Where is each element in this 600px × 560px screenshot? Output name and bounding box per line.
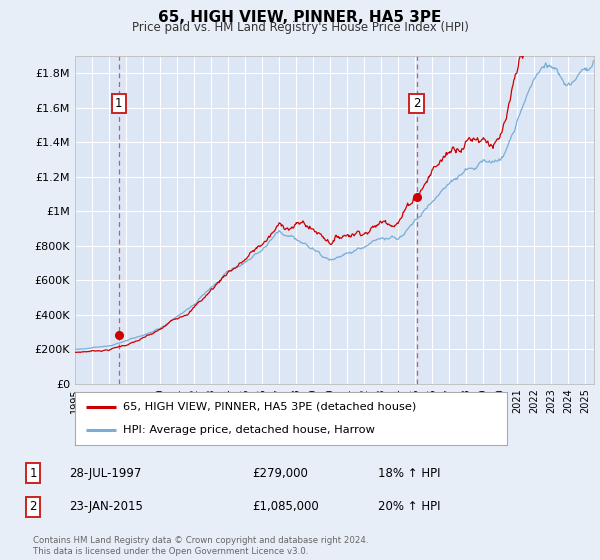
Text: 2: 2 [29,500,37,514]
Text: 2: 2 [413,97,420,110]
Text: 1: 1 [115,97,122,110]
Text: Price paid vs. HM Land Registry's House Price Index (HPI): Price paid vs. HM Land Registry's House … [131,21,469,34]
Text: 1: 1 [29,466,37,480]
Text: Contains HM Land Registry data © Crown copyright and database right 2024.
This d: Contains HM Land Registry data © Crown c… [33,536,368,556]
Text: 28-JUL-1997: 28-JUL-1997 [69,466,142,480]
Text: £1,085,000: £1,085,000 [252,500,319,514]
Text: 23-JAN-2015: 23-JAN-2015 [69,500,143,514]
Text: 65, HIGH VIEW, PINNER, HA5 3PE (detached house): 65, HIGH VIEW, PINNER, HA5 3PE (detached… [122,402,416,412]
Text: 20% ↑ HPI: 20% ↑ HPI [378,500,440,514]
Text: £279,000: £279,000 [252,466,308,480]
Text: 65, HIGH VIEW, PINNER, HA5 3PE: 65, HIGH VIEW, PINNER, HA5 3PE [158,10,442,25]
Text: 18% ↑ HPI: 18% ↑ HPI [378,466,440,480]
Text: HPI: Average price, detached house, Harrow: HPI: Average price, detached house, Harr… [122,425,374,435]
